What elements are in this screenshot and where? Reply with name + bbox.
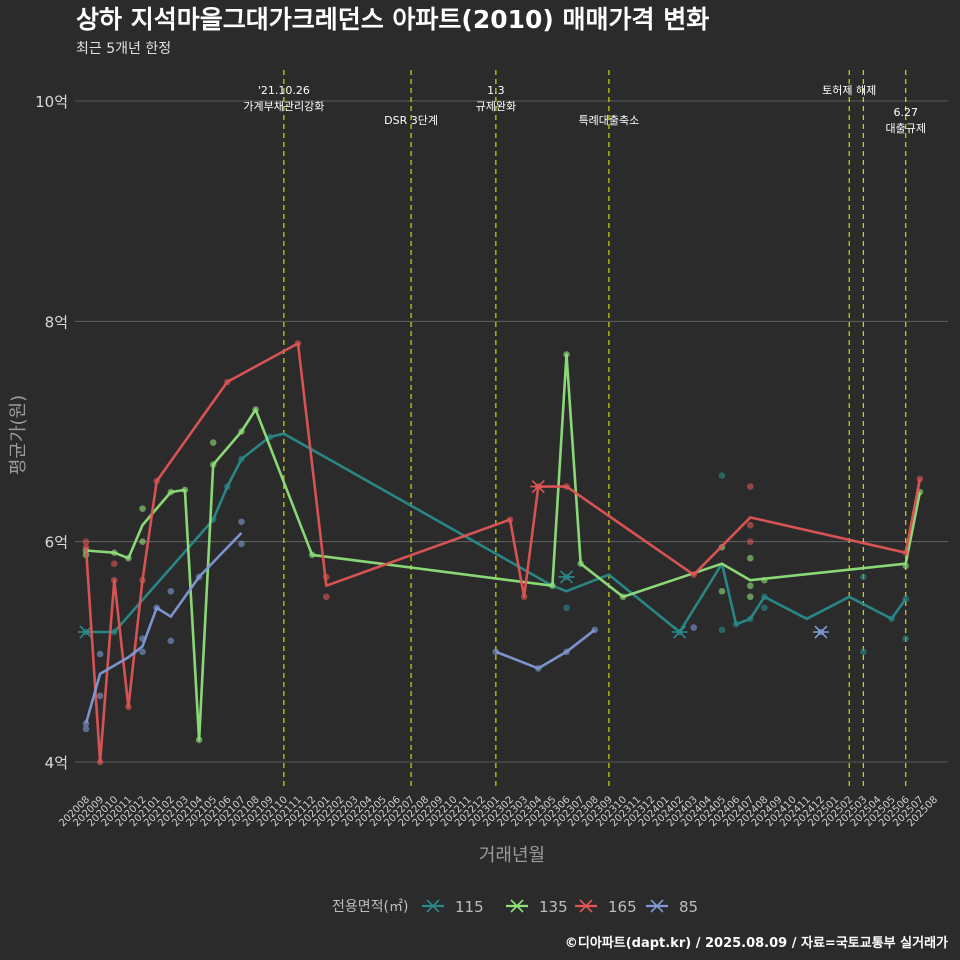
- data-point: [718, 587, 726, 595]
- legend-label: 135: [539, 898, 568, 916]
- data-point: [167, 587, 175, 595]
- data-point: [916, 475, 924, 483]
- x-axis-ticks: 2020082020092020102020112020122021012021…: [57, 794, 940, 829]
- data-point: [139, 648, 146, 656]
- series-165: [82, 340, 924, 766]
- data-point: [82, 543, 90, 551]
- data-point: [139, 538, 146, 545]
- data-point: [139, 505, 146, 512]
- data-point: [167, 637, 175, 645]
- data-point: [746, 483, 754, 490]
- data-point: [860, 648, 867, 656]
- data-point: [718, 472, 726, 479]
- y-tick-label: 4억: [45, 754, 68, 772]
- data-point: [96, 650, 104, 658]
- data-point: [209, 439, 217, 446]
- x-axis-title: 거래년월: [479, 845, 545, 866]
- y-tick-label: 10억: [35, 93, 68, 111]
- legend-swatch-cross: [579, 899, 593, 913]
- data-point: [746, 521, 754, 529]
- legend-swatch-cross: [426, 899, 440, 913]
- legend-swatch-cross: [510, 899, 524, 913]
- data-point: [746, 538, 754, 545]
- legend-item-165: 165: [575, 898, 637, 916]
- data-point: [82, 725, 90, 733]
- chart-subtitle: 최근 5개년 한정: [76, 41, 171, 57]
- data-point: [746, 554, 754, 562]
- data-point: [238, 540, 245, 548]
- event-label: DSR 3단계: [384, 114, 438, 127]
- event-label: 대출규제: [885, 122, 925, 135]
- legend-item-135: 135: [506, 898, 568, 916]
- event-label: 6.27: [893, 106, 918, 119]
- data-point: [746, 582, 754, 590]
- series-85: [82, 518, 829, 733]
- data-point: [82, 538, 90, 545]
- grid: [75, 100, 948, 763]
- series-line: [84, 342, 922, 764]
- event-label: 1.3: [487, 84, 505, 97]
- series-135: [82, 351, 924, 744]
- series: [78, 340, 924, 766]
- legend-swatch-cross: [650, 899, 664, 913]
- series-line: [85, 353, 922, 742]
- legend-item-115: 115: [422, 898, 484, 916]
- data-point: [110, 560, 118, 567]
- y-tick-label: 8억: [45, 313, 68, 331]
- series-line: [495, 628, 596, 670]
- event-label: 규제완화: [476, 100, 516, 113]
- event-label: 토허제 해제: [822, 83, 876, 97]
- event-label: 특례대출축소: [579, 114, 640, 127]
- data-point: [746, 593, 754, 601]
- series-line: [84, 531, 243, 724]
- y-tick-label: 6억: [45, 534, 68, 552]
- legend: 전용면적(㎡) 115 135 165 85: [332, 898, 698, 916]
- legend-label: 115: [455, 898, 484, 916]
- data-point: [860, 573, 867, 581]
- data-point: [690, 624, 698, 631]
- event-label: 가계부채관리강화: [243, 100, 324, 113]
- chart-caption: ©디아파트(dapt.kr) / 2025.08.09 / 자료=국토교통부 실…: [565, 935, 948, 951]
- event-label: '21.10.26: [258, 84, 310, 97]
- data-point: [96, 692, 104, 700]
- data-point: [238, 518, 245, 526]
- data-point: [718, 626, 726, 634]
- y-axis-ticks: 4억 6억 8억 10억: [35, 93, 68, 772]
- series-115: [78, 432, 910, 656]
- legend-item-85: 85: [646, 898, 698, 916]
- legend-label: 85: [679, 898, 698, 916]
- legend-label: 165: [608, 898, 637, 916]
- data-point: [761, 604, 768, 612]
- chart-title: 상하 지석마을그대가크레던스 아파트(2010) 매매가격 변화: [76, 5, 709, 34]
- data-point: [902, 635, 910, 642]
- legend-title: 전용면적(㎡): [332, 899, 408, 915]
- series-line: [86, 432, 907, 634]
- data-point: [322, 593, 330, 601]
- y-axis-title: 평균가(원): [8, 395, 29, 475]
- data-point: [563, 604, 570, 612]
